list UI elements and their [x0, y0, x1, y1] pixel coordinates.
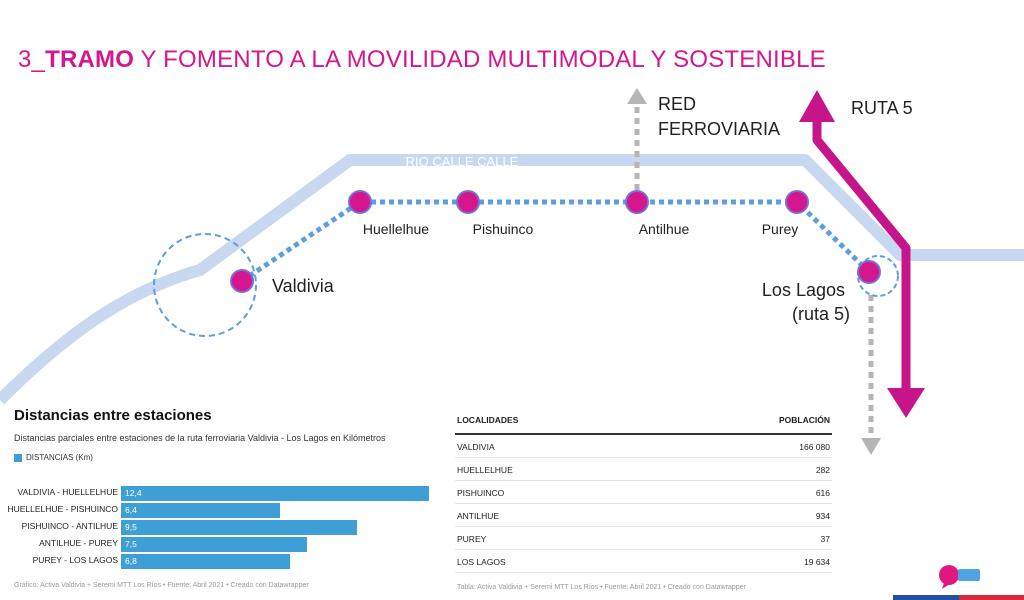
label-valdivia: Valdivia	[272, 276, 335, 296]
title-bold: TRAMO	[45, 46, 135, 73]
header-poblacion: POBLACIÓN	[659, 410, 832, 435]
bar: 12,4	[121, 486, 429, 501]
table-row: VALDIVIA 166 080	[455, 434, 832, 458]
station-huellelhue	[348, 190, 372, 214]
label-huellelhue: Huellelhue	[363, 221, 429, 237]
table-header: LOCALIDADES POBLACIÓN	[455, 410, 832, 435]
label-red: RED	[658, 94, 696, 114]
legend-swatch	[14, 453, 22, 462]
up-arrow-head	[627, 88, 647, 104]
bar-category-label: PUREY - LOS LAGOS	[32, 555, 118, 565]
valdivia-area-circle	[153, 233, 257, 337]
bar-row: HUELLELHUE - PISHUINCO 6,4	[0, 503, 440, 518]
label-pishuinco: Pishuinco	[473, 221, 534, 237]
bar: 9,5	[121, 520, 357, 535]
cell-locality: PISHUINCO	[455, 480, 660, 504]
down-arrow-head	[861, 438, 881, 455]
title-prefix: 3_	[18, 46, 46, 73]
station-pishuinco	[456, 190, 480, 214]
chart-subtitle: Distancias parciales entre estaciones de…	[14, 433, 386, 443]
station-los-lagos	[857, 260, 881, 284]
cell-population: 19 634	[659, 549, 832, 573]
cell-population: 166 080	[659, 434, 832, 458]
ruta5-north-arrow	[799, 90, 835, 122]
bar: 6,8	[121, 554, 290, 569]
bar-value-label: 12,4	[125, 488, 142, 498]
label-los-lagos: Los Lagos	[762, 280, 845, 300]
cell-locality: LOS LAGOS	[455, 549, 660, 573]
bar-row: ANTILHUE - PUREY 7,5	[0, 537, 440, 552]
cell-locality: ANTILHUE	[455, 503, 660, 527]
cell-locality: PUREY	[455, 526, 660, 550]
label-ferroviaria: FERROVIARIA	[658, 119, 780, 139]
flag-bar	[893, 595, 1024, 600]
table-footer: Tabla: Activa Valdivia + Seremi MTT Los …	[457, 584, 746, 591]
cell-population: 282	[659, 457, 832, 481]
header-localidades: LOCALIDADES	[455, 410, 660, 435]
cell-population: 616	[659, 480, 832, 504]
rail-route	[240, 199, 871, 284]
cell-population: 934	[659, 503, 832, 527]
river-label: RIO CALLE CALLE	[406, 154, 519, 169]
table-row: PISHUINCO 616	[455, 480, 832, 504]
cell-population: 37	[659, 526, 832, 550]
station-valdivia	[230, 269, 254, 293]
population-table: LOCALIDADES POBLACIÓN VALDIVIA 166 080 HU…	[455, 410, 832, 573]
station-purey	[785, 190, 809, 214]
label-purey: Purey	[762, 221, 799, 237]
bar-category-label: HUELLELHUE - PISHUINCO	[7, 504, 118, 514]
ruta5-line	[812, 118, 911, 390]
bar-row: PUREY - LOS LAGOS 6,8	[0, 554, 440, 569]
bar-category-label: VALDIVIA - HUELLELHUE	[17, 487, 118, 497]
cell-locality: HUELLELHUE	[455, 457, 660, 481]
table-row: HUELLELHUE 282	[455, 457, 832, 481]
table-row: ANTILHUE 934	[455, 503, 832, 527]
chart-title: Distancias entre estaciones	[14, 407, 212, 424]
legend-label: DISTANCIAS (Km)	[26, 453, 93, 462]
bar: 7,5	[121, 537, 307, 552]
bar-value-label: 6,8	[125, 556, 137, 566]
ruta5-south-arrow	[887, 388, 925, 418]
label-los-lagos-ruta: (ruta 5)	[792, 304, 850, 324]
activa-logo	[939, 565, 980, 589]
station-antilhue	[625, 190, 649, 214]
label-antilhue: Antilhue	[639, 221, 690, 237]
page-title: 3_TRAMO Y FOMENTO A LA MOVILIDAD MULTIMO…	[18, 46, 826, 74]
bar-value-label: 9,5	[125, 522, 137, 532]
label-ruta5: RUTA 5	[851, 98, 913, 118]
bar-row: PISHUINCO - ANTILHUE 9,5	[0, 520, 440, 535]
chart-footer: Gráfico: Activa Valdivia + Seremi MTT Lo…	[14, 582, 309, 589]
bar-row: VALDIVIA - HUELLELHUE 12,4	[0, 486, 440, 501]
table-row: LOS LAGOS 19 634	[455, 549, 832, 573]
table-row: PUREY 37	[455, 526, 832, 550]
cell-locality: VALDIVIA	[455, 434, 660, 458]
bar-value-label: 6,4	[125, 505, 137, 515]
bar-category-label: PISHUINCO - ANTILHUE	[21, 521, 118, 531]
bar: 6,4	[121, 503, 280, 518]
river-calle-calle	[0, 154, 1024, 405]
bar-category-label: ANTILHUE - PUREY	[39, 538, 118, 548]
bar-value-label: 7,5	[125, 539, 137, 549]
chart-legend: DISTANCIAS (Km)	[14, 453, 93, 462]
title-rest: Y FOMENTO A LA MOVILIDAD MULTIMODAL Y SO…	[134, 46, 826, 73]
loslagos-area-circle	[857, 255, 899, 297]
